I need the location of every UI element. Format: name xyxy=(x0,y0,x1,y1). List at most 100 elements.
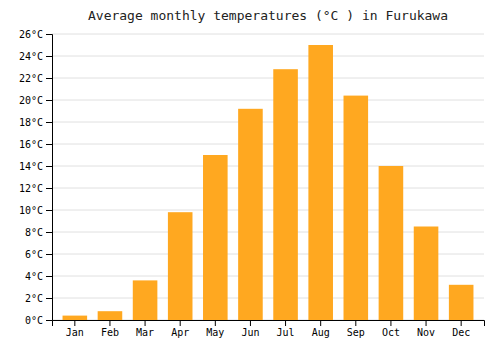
y-tick-label: 20°C xyxy=(19,95,43,106)
y-tick-label: 2°C xyxy=(25,293,43,304)
y-tick-mark xyxy=(46,166,52,167)
axis-domain xyxy=(46,35,53,321)
bars xyxy=(63,45,474,320)
bar xyxy=(203,155,228,320)
y-tick-mark xyxy=(46,320,52,321)
grid-line xyxy=(52,144,484,145)
grid-line xyxy=(52,166,484,167)
grid-line xyxy=(52,122,484,123)
y-tick: 26°C xyxy=(19,29,52,40)
x-tick-label: May xyxy=(206,327,224,338)
x-tick-mark xyxy=(109,320,110,326)
grid-line xyxy=(52,188,484,189)
y-tick-label: 18°C xyxy=(19,117,43,128)
y-tick-label: 8°C xyxy=(25,227,43,238)
x-tick-label: Sep xyxy=(347,327,365,338)
y-tick-label: 24°C xyxy=(19,51,43,62)
bar xyxy=(273,69,298,320)
y-tick: 24°C xyxy=(19,51,52,62)
y-tick: 0°C xyxy=(25,315,52,326)
bar xyxy=(379,166,404,320)
y-tick-mark xyxy=(46,144,52,145)
grid-line xyxy=(52,100,484,101)
x-tick-label: Apr xyxy=(171,327,189,338)
y-tick-mark xyxy=(46,254,52,255)
y-tick-mark xyxy=(46,78,52,79)
y-tick-label: 4°C xyxy=(25,271,43,282)
x-tick-mark xyxy=(426,320,427,326)
y-tick-mark xyxy=(46,34,52,35)
y-tick: 14°C xyxy=(19,161,52,172)
y-tick-label: 14°C xyxy=(19,161,43,172)
y-tick: 16°C xyxy=(19,139,52,150)
x-tick-label: Feb xyxy=(101,327,119,338)
y-tick: 10°C xyxy=(19,205,52,216)
bar xyxy=(449,285,474,320)
x-tick: Dec xyxy=(452,320,470,338)
y-tick-label: 12°C xyxy=(19,183,43,194)
y-tick-mark xyxy=(46,276,52,277)
x-tick: Jul xyxy=(277,320,295,338)
y-tick-mark xyxy=(46,100,52,101)
title: Average monthly temperatures (°C ) in Fu… xyxy=(88,8,448,23)
y-tick-label: 6°C xyxy=(25,249,43,260)
x-tick: Apr xyxy=(171,320,189,338)
x-tick: May xyxy=(206,320,224,338)
y-tick-label: 22°C xyxy=(19,73,43,84)
x-tick-mark xyxy=(320,320,321,326)
y-tick: 20°C xyxy=(19,95,52,106)
grid-line xyxy=(52,210,484,211)
axis-domain xyxy=(53,321,485,327)
bar xyxy=(98,311,123,320)
y-tick: 2°C xyxy=(25,293,52,304)
y-tick-label: 0°C xyxy=(25,315,43,326)
bar xyxy=(168,212,193,320)
chart: 0°C 2°C 4°C 6°C 8°C 10°C 12°C 14°C 16°C 18°C 20°C 2… xyxy=(0,0,500,350)
grid-line xyxy=(52,78,484,79)
plot: 0°C 2°C 4°C 6°C 8°C 10°C 12°C 14°C 16°C 18°C 20°C 2… xyxy=(19,29,485,338)
x-tick-label: Aug xyxy=(312,327,330,338)
x-tick-mark xyxy=(215,320,216,326)
y-tick-label: 10°C xyxy=(19,205,43,216)
x-tick-label: Jul xyxy=(277,327,295,338)
x-tick-mark xyxy=(250,320,251,326)
y-tick: 4°C xyxy=(25,271,52,282)
x-tick-label: Oct xyxy=(382,327,400,338)
x-tick: Sep xyxy=(347,320,365,338)
bar xyxy=(238,109,263,320)
x-tick-mark xyxy=(145,320,146,326)
x-axis: Jan Feb Mar Apr May Jun Jul Aug Sep Oct Nov Dec xyxy=(53,320,485,338)
y-tick-mark xyxy=(46,232,52,233)
grid xyxy=(52,34,484,320)
bar xyxy=(414,227,439,321)
x-tick-label: Dec xyxy=(452,327,470,338)
y-tick-label: 16°C xyxy=(19,139,43,150)
x-tick-mark xyxy=(285,320,286,326)
bar xyxy=(63,316,88,320)
y-tick: 6°C xyxy=(25,249,52,260)
y-tick-mark xyxy=(46,298,52,299)
y-tick-mark xyxy=(46,210,52,211)
x-tick-label: Jan xyxy=(66,327,84,338)
y-tick-label: 26°C xyxy=(19,29,43,40)
bar xyxy=(308,45,333,320)
y-tick: 12°C xyxy=(19,183,52,194)
x-tick-label: Nov xyxy=(417,327,435,338)
y-tick: 8°C xyxy=(25,227,52,238)
x-tick: Aug xyxy=(312,320,330,338)
x-tick-mark xyxy=(461,320,462,326)
grid-line xyxy=(52,56,484,57)
bar xyxy=(133,280,158,320)
y-tick: 22°C xyxy=(19,73,52,84)
x-tick: Mar xyxy=(136,320,154,338)
x-tick-mark xyxy=(74,320,75,326)
y-tick-mark xyxy=(46,56,52,57)
x-tick-mark xyxy=(180,320,181,326)
y-axis: 0°C 2°C 4°C 6°C 8°C 10°C 12°C 14°C 16°C 18°C 20°C 2… xyxy=(19,29,53,326)
x-tick-label: Jun xyxy=(241,327,259,338)
x-tick-mark xyxy=(355,320,356,326)
y-tick-mark xyxy=(46,122,52,123)
y-tick: 18°C xyxy=(19,117,52,128)
x-tick: Jan xyxy=(66,320,84,338)
x-tick: Oct xyxy=(382,320,400,338)
